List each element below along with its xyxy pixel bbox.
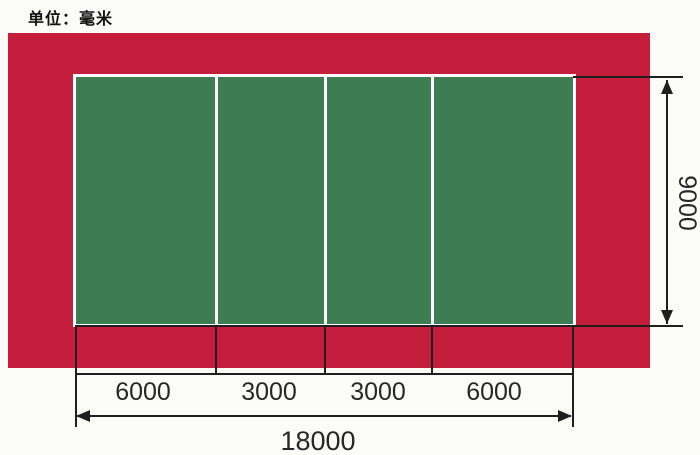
dim-extension-line-right xyxy=(572,327,574,427)
dim-extension-line-top xyxy=(573,76,683,78)
dim-line-height xyxy=(666,80,668,324)
dim-line-total-length xyxy=(77,415,571,417)
dim-extension-line-left xyxy=(75,327,77,427)
dimension-arrow-up-icon xyxy=(661,80,673,94)
court-field xyxy=(73,74,576,327)
court-line-attack-left xyxy=(215,77,218,324)
dim-tick-line xyxy=(215,327,217,374)
court-line-attack-right xyxy=(431,77,434,324)
dim-label-segment: 3000 xyxy=(350,378,406,406)
dim-label-segment: 6000 xyxy=(115,378,171,406)
dim-label-total-length: 18000 xyxy=(280,426,356,455)
dim-ticks-baseline xyxy=(75,373,574,375)
dim-tick-line xyxy=(324,327,326,374)
dim-label-height: 9000 xyxy=(673,175,700,231)
dimension-arrow-right-icon xyxy=(558,410,572,422)
dim-label-segment: 6000 xyxy=(466,378,522,406)
unit-label: 单位：毫米 xyxy=(28,11,114,28)
dim-label-segment: 3000 xyxy=(241,378,297,406)
dimension-arrow-down-icon xyxy=(661,310,673,324)
dimension-arrow-left-icon xyxy=(76,410,90,422)
dim-tick-line xyxy=(431,327,433,374)
court-line-center xyxy=(324,77,327,324)
dim-extension-line-bottom xyxy=(75,325,683,327)
